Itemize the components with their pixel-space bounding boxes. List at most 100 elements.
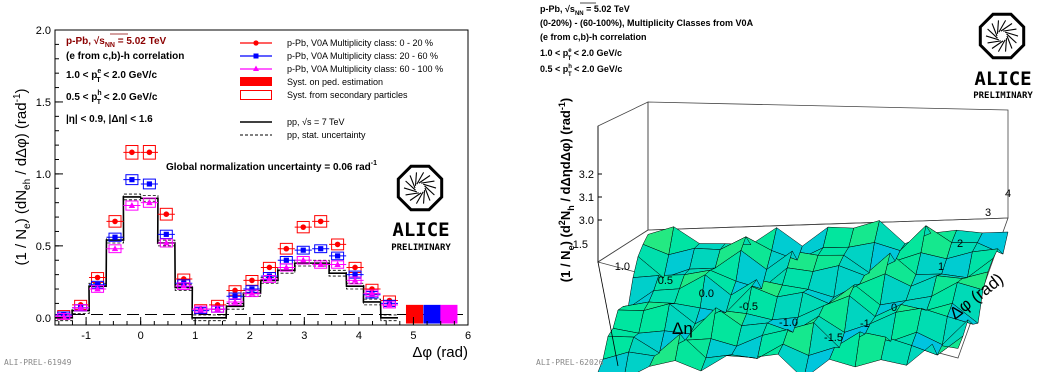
data-point: [386, 301, 393, 308]
svg-text:Syst. on ped. estimation: Syst. on ped. estimation: [287, 77, 383, 87]
data-point: [146, 181, 152, 187]
data-point: [266, 264, 273, 271]
data-point: [77, 304, 84, 311]
data-point: [334, 241, 341, 248]
surface-cell: [822, 226, 855, 248]
left-correlation-label: (e from c,b)-h correlation: [66, 51, 184, 62]
svg-text:p-Pb, V0A Multiplicity class:: p-Pb, V0A Multiplicity class: 20 - 60 %: [287, 51, 438, 61]
data-point: [335, 253, 341, 259]
alice-logo-name: ALICE: [974, 68, 1031, 90]
logo-ray: [418, 175, 431, 184]
right-panel: 3.0 3.1 3.2 1.5 1.0 0.5 0.0 -0.5 -1.0 -1…: [536, 2, 1033, 377]
legend-entry-pp: pp, √s = 7 TeV: [240, 117, 345, 127]
y-tick-label: 2.0: [36, 25, 51, 37]
back-wall-right: [647, 101, 1009, 231]
data-point: [283, 263, 290, 270]
legend-entry-60-100: p-Pb, V0A Multiplicity class: 60 - 100 %: [240, 64, 443, 74]
eta-axis: 1.5 1.0 0.5 0.0 -0.5 -1.0 -1.5 Δη: [573, 239, 843, 367]
logo-ray: [409, 175, 416, 189]
logo-ray: [991, 23, 998, 37]
data-point: [248, 289, 256, 296]
back-wall-left: [597, 101, 649, 263]
data-point: [94, 282, 101, 288]
alice-logo-tag: PRELIMINARY: [973, 91, 1033, 101]
data-point: [317, 261, 324, 267]
x-tick-label: 0: [138, 330, 144, 342]
pedestal-syst-box: [440, 304, 458, 324]
alice-logo-name: ALICE: [392, 219, 449, 241]
phi-tick-label: 3: [985, 207, 991, 219]
data-point: [197, 305, 204, 312]
svg-text:pp, stat. uncertainty: pp, stat. uncertainty: [287, 130, 366, 140]
svg-text:p-Pb, V0A Multiplicity class:: p-Pb, V0A Multiplicity class: 0 - 20 %: [287, 38, 433, 48]
data-point: [94, 274, 101, 281]
phi-tick-label: 1: [938, 261, 944, 273]
data-point: [266, 275, 273, 282]
legend-entry-pp-stat: pp, stat. uncertainty: [240, 130, 366, 140]
phi-tick-label: -1: [860, 318, 870, 330]
logo-ray: [1004, 38, 1008, 52]
data-point: [352, 264, 358, 271]
left-plot-frame: [54, 29, 469, 326]
surface-plot: [597, 220, 1009, 377]
right-footer: ALI-PREL-62026: [536, 358, 604, 367]
x-tick-label: 5: [410, 330, 416, 342]
data-point: [249, 286, 255, 292]
logo-ray: [405, 192, 419, 196]
y-tick-label: 0.5: [36, 241, 51, 253]
logo-ray: [1003, 28, 1017, 32]
data-point: [232, 293, 238, 299]
svg-text:p-Pb, √sNN = 5.02 TeV: p-Pb, √sNN = 5.02 TeV: [540, 4, 630, 17]
logo-ray: [996, 20, 1000, 34]
global-normalization-label: Global normalization uncertainty = 0.06 …: [166, 160, 377, 173]
logo-ray: [415, 191, 424, 204]
data-point: [352, 272, 358, 278]
logo-ray: [403, 187, 418, 193]
data-point: [146, 199, 153, 206]
data-point: [129, 177, 135, 183]
y-tick-label: 0.0: [36, 313, 51, 325]
eta-axis-label: Δη: [672, 319, 693, 338]
data-point: [163, 239, 170, 246]
eta-tick-label: 1.0: [615, 261, 630, 273]
logo-ray: [416, 172, 425, 185]
z-tick-label: 3.2: [579, 169, 594, 181]
logo-ray: [991, 40, 1004, 49]
logo-ray: [1006, 33, 1017, 44]
svg-text:(0-20%) - (60-100%), Multiplic: (0-20%) - (60-100%), Multiplicity Classe…: [540, 18, 754, 28]
logo-ray: [997, 39, 1006, 52]
y-tick-label: 1.5: [36, 97, 51, 109]
x-tick-label: 2: [247, 330, 253, 342]
data-point: [214, 305, 221, 312]
data-point: [112, 234, 118, 240]
data-point: [163, 231, 169, 237]
logo-ray: [1000, 23, 1013, 32]
left-footer: ALI-PREL-61949: [4, 358, 72, 367]
data-point: [128, 202, 136, 208]
eta-tick-label: -1.0: [779, 317, 798, 329]
eta-tick-label: 0.5: [658, 275, 673, 287]
z-tick-label: 3.1: [579, 192, 594, 204]
x-tick-label: 1: [192, 330, 198, 342]
data-point: [60, 312, 67, 319]
pedestal-syst-box: [405, 304, 424, 324]
left-chart-marks: [55, 145, 458, 324]
left-pt-e-label: 1.0 < pe T < 2.0 GeV/c: [66, 68, 157, 84]
legend-entry-20-60: p-Pb, V0A Multiplicity class: 20 - 60 %: [240, 51, 438, 61]
eta-tick-label: 1.5: [573, 239, 588, 251]
data-point: [146, 149, 153, 156]
surface-cell: [597, 351, 630, 377]
logo-ray: [998, 20, 1007, 33]
logo-ray: [987, 28, 998, 39]
left-y-axis-label: (1 / Ne) (dNeh / dΔφ) (rad-1): [12, 88, 33, 265]
svg-text:0.5 < phT < 2.0 GeV/c: 0.5 < ph T < 2.0 GeV/c: [540, 64, 622, 78]
svg-text:p-Pb, V0A Multiplicity class:: p-Pb, V0A Multiplicity class: 60 - 100 %: [287, 64, 443, 74]
z-tick-label: 3.0: [579, 215, 594, 227]
left-eta-cut-label: |η| < 0.9, |Δη| < 1.6: [66, 114, 153, 125]
eta-tick-label: -0.5: [739, 301, 758, 313]
phi-tick-label: 2: [957, 238, 963, 250]
svg-text:(e from c,b)-h correlation: (e from c,b)-h correlation: [540, 32, 647, 42]
data-point: [334, 261, 341, 267]
data-point: [129, 149, 135, 156]
